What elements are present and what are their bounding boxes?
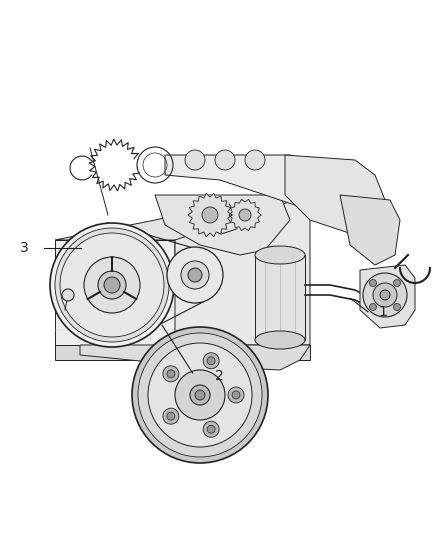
Circle shape (370, 279, 377, 286)
Text: 3: 3 (20, 241, 28, 255)
Circle shape (203, 421, 219, 437)
Polygon shape (188, 193, 232, 237)
Circle shape (373, 283, 397, 307)
Circle shape (104, 277, 120, 293)
Circle shape (167, 247, 223, 303)
Circle shape (380, 290, 390, 300)
Circle shape (163, 366, 179, 382)
Polygon shape (175, 195, 310, 345)
Ellipse shape (255, 246, 305, 264)
Circle shape (188, 268, 202, 282)
Circle shape (167, 370, 175, 378)
Circle shape (181, 261, 209, 289)
Circle shape (167, 412, 175, 420)
Circle shape (60, 233, 164, 337)
Polygon shape (165, 155, 330, 210)
Circle shape (245, 150, 265, 170)
Circle shape (370, 303, 377, 311)
Circle shape (138, 333, 262, 457)
Polygon shape (360, 265, 415, 328)
Circle shape (228, 387, 244, 403)
Circle shape (50, 223, 174, 347)
Circle shape (190, 385, 210, 405)
Circle shape (132, 327, 268, 463)
Circle shape (98, 271, 126, 299)
Polygon shape (80, 345, 310, 370)
Circle shape (393, 279, 400, 286)
Circle shape (195, 390, 205, 400)
Text: 2: 2 (215, 369, 223, 383)
Circle shape (175, 370, 225, 420)
Circle shape (148, 343, 252, 447)
Polygon shape (255, 255, 305, 340)
Ellipse shape (255, 331, 305, 349)
Polygon shape (55, 345, 310, 360)
Circle shape (207, 357, 215, 365)
Circle shape (239, 209, 251, 221)
Polygon shape (229, 199, 261, 231)
Polygon shape (55, 195, 280, 260)
Polygon shape (155, 195, 290, 255)
Polygon shape (285, 155, 385, 235)
Circle shape (393, 303, 400, 311)
Circle shape (202, 207, 218, 223)
Polygon shape (55, 240, 175, 345)
Circle shape (215, 150, 235, 170)
Circle shape (185, 150, 205, 170)
Circle shape (203, 353, 219, 369)
Circle shape (84, 257, 140, 313)
Circle shape (163, 408, 179, 424)
Circle shape (62, 289, 74, 301)
Circle shape (363, 273, 407, 317)
Circle shape (55, 228, 169, 342)
Polygon shape (340, 195, 400, 265)
Circle shape (207, 425, 215, 433)
Text: 1: 1 (379, 305, 388, 319)
Circle shape (232, 391, 240, 399)
